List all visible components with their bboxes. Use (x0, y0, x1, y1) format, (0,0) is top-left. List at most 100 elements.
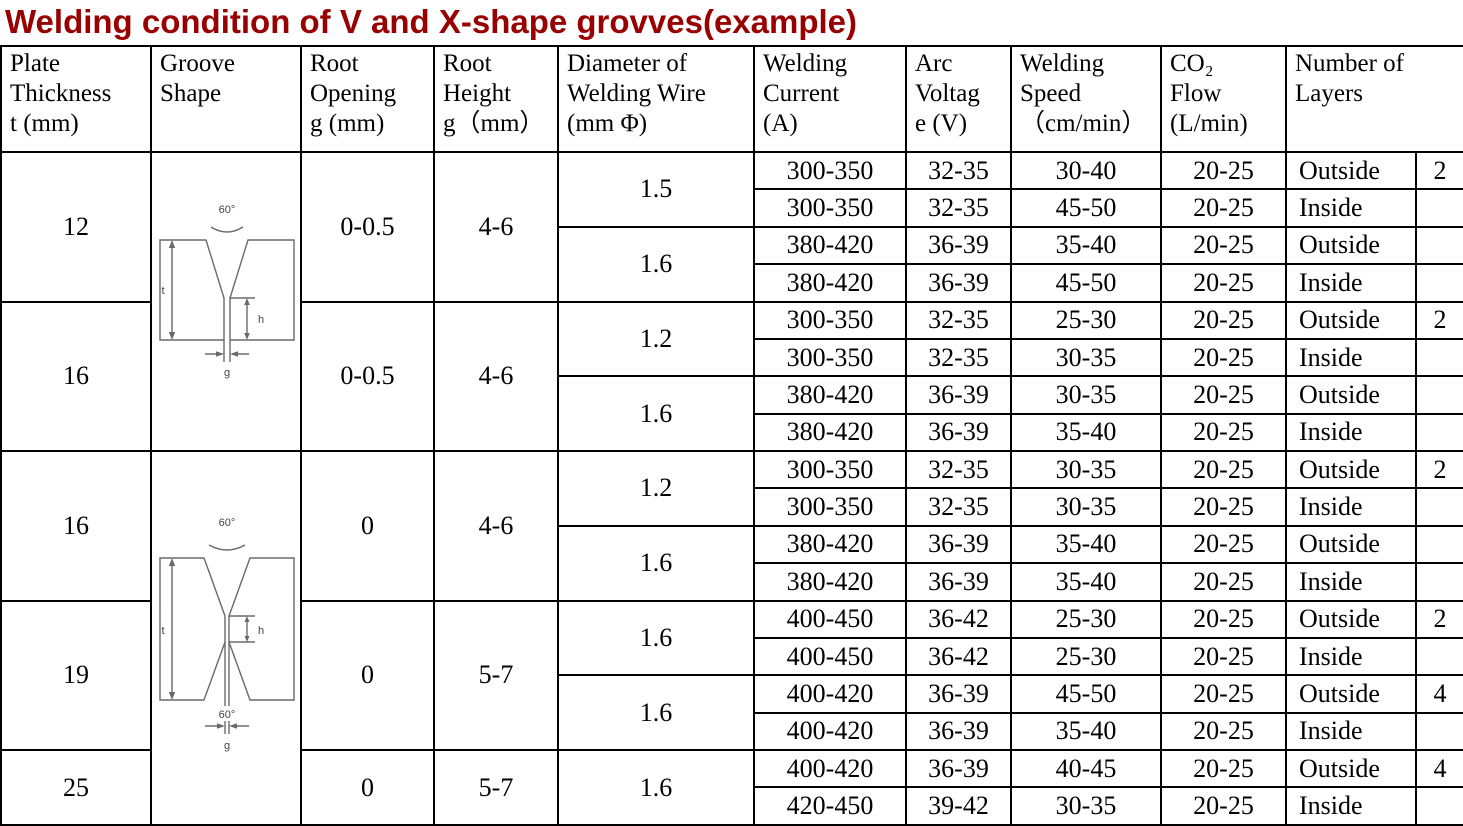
cell-layer-count (1415, 375, 1463, 415)
cell-plate-thickness: 16 (0, 300, 152, 452)
cell-co2-flow: 20-25 (1160, 188, 1287, 228)
cell-layer-position: Inside (1285, 562, 1417, 602)
cell-layer-position: Inside (1285, 188, 1417, 228)
cell-co2-flow: 20-25 (1160, 562, 1287, 602)
cell-root-opening: 0 (300, 749, 435, 826)
cell-layer-count (1415, 188, 1463, 228)
cell-arc-voltage: 36-42 (905, 636, 1012, 677)
cell-layer-position: Outside (1285, 674, 1417, 714)
cell-co2-flow: 20-25 (1160, 412, 1287, 453)
cell-welding-speed: 25-30 (1010, 636, 1162, 677)
table-row: 300-350 32-35 45-50 20-25 Inside (1, 188, 1463, 228)
cell-layer-count: 2 (1415, 599, 1463, 639)
cell-welding-speed: 25-30 (1010, 300, 1162, 340)
cell-layer-position: Inside (1285, 636, 1417, 677)
cell-layer-count (1415, 562, 1463, 602)
cell-groove-shape-x: 60° t h 60° g (150, 450, 302, 826)
cell-layer-count: 4 (1415, 674, 1463, 714)
cell-arc-voltage: 36-39 (905, 412, 1012, 453)
table-row: 16 0-0.5 4-6 1.2 300-350 32-35 25-30 20-… (0, 300, 1463, 452)
cell-wire-diameter: 1.6 (557, 375, 755, 452)
cell-welding-speed: 35-40 (1010, 562, 1162, 602)
table-row: 1.6 380-420 36-39 35-40 20-25 Outside (1, 225, 1463, 303)
table-row: 380-420 36-39 35-40 20-25 Inside (1, 562, 1463, 602)
cell-welding-speed: 30-35 (1010, 786, 1162, 826)
cell-co2-flow: 20-25 (1160, 748, 1287, 789)
cell-welding-current: 380-420 (753, 263, 907, 303)
header-arc-voltage: Arc Voltag e (V) (905, 45, 1012, 153)
v-angle-label: 60° (219, 204, 236, 216)
table-row: 1.6 380-420 36-39 35-40 20-25 Outside (1, 524, 1463, 602)
header-co2-flow: CO₂ Flow (L/min) (1160, 45, 1287, 153)
header-root-height: Root Height g（mm） (433, 45, 559, 153)
cell-layer-count (1415, 263, 1463, 303)
cell-layer-position: Outside (1285, 375, 1417, 415)
cell-co2-flow: 20-25 (1160, 487, 1287, 527)
cell-co2-flow: 20-25 (1160, 263, 1287, 303)
cell-co2-flow: 20-25 (1160, 524, 1287, 565)
table-row: 380-420 36-39 35-40 20-25 Inside (1, 412, 1463, 453)
cell-wire-diameter: 1.5 (557, 151, 755, 228)
cell-layer-count (1415, 412, 1463, 453)
header-root-opening: Root Opening g (mm) (300, 45, 435, 153)
cell-layer-count: 2 (1415, 150, 1463, 191)
cell-arc-voltage: 36-39 (905, 263, 1012, 303)
cell-welding-speed: 30-35 (1010, 449, 1162, 490)
cell-welding-current: 400-420 (753, 748, 907, 789)
cell-welding-current: 400-450 (753, 636, 907, 677)
welding-table: Plate Thickness t (mm) Groove Shape Root… (0, 45, 1463, 826)
cell-plate-thickness: 16 (0, 450, 152, 602)
cell-arc-voltage: 32-35 (905, 487, 1012, 527)
cell-welding-current: 380-420 (753, 412, 907, 453)
cell-root-height: 5-7 (433, 749, 559, 826)
cell-welding-speed: 30-40 (1010, 150, 1162, 191)
v-root-height-label: h (258, 314, 264, 326)
cell-wire-diameter: 1.6 (557, 599, 755, 677)
cell-arc-voltage: 32-35 (905, 188, 1012, 228)
cell-groove-shape-v: 60° t h g (150, 151, 302, 452)
table-row: 19 0 5-7 1.6 400-450 36-42 25-30 20-25 O… (0, 599, 1463, 751)
cell-root-height: 4-6 (433, 300, 559, 452)
table-row: 1.6 380-420 36-39 30-35 20-25 Outside (1, 375, 1463, 452)
cell-arc-voltage: 36-42 (905, 599, 1012, 639)
cell-welding-current: 400-420 (753, 674, 907, 714)
cell-welding-speed: 30-35 (1010, 375, 1162, 415)
table-row: 380-420 36-39 45-50 20-25 Inside (1, 263, 1463, 303)
cell-root-height: 5-7 (433, 599, 559, 751)
cell-layer-count (1415, 786, 1463, 826)
cell-arc-voltage: 36-39 (905, 524, 1012, 565)
cell-co2-flow: 20-25 (1160, 786, 1287, 826)
x-angle-bottom-label: 60° (219, 709, 236, 721)
header-number-of-layers: Number of Layers (1285, 45, 1463, 153)
table-row: 1.6 400-420 36-39 45-50 20-25 Outside 4 (1, 674, 1463, 751)
cell-plate-thickness: 19 (0, 599, 152, 751)
cell-plate-thickness: 12 (0, 151, 152, 303)
table-header: Plate Thickness t (mm) Groove Shape Root… (0, 45, 1463, 153)
cell-welding-current: 300-350 (753, 150, 907, 191)
cell-wire-diameter: 1.6 (557, 524, 755, 602)
cell-welding-speed: 40-45 (1010, 748, 1162, 789)
v-groove-diagram: 60° t h g (159, 204, 295, 379)
page-title: Welding condition of V and X-shape grovv… (5, 3, 858, 40)
cell-welding-current: 380-420 (753, 225, 907, 266)
cell-layer-count (1415, 711, 1463, 752)
cell-arc-voltage: 39-42 (905, 786, 1012, 826)
cell-layer-position: Outside (1285, 748, 1417, 789)
cell-welding-speed: 35-40 (1010, 524, 1162, 565)
v-gap-label: g (224, 367, 230, 379)
cell-welding-current: 400-450 (753, 599, 907, 639)
cell-welding-speed: 35-40 (1010, 711, 1162, 752)
cell-wire-diameter: 1.6 (557, 225, 755, 303)
cell-layer-position: Inside (1285, 487, 1417, 527)
cell-layer-position: Outside (1285, 599, 1417, 639)
cell-layer-position: Outside (1285, 225, 1417, 266)
cell-arc-voltage: 32-35 (905, 300, 1012, 340)
cell-welding-current: 300-350 (753, 337, 907, 378)
cell-co2-flow: 20-25 (1160, 150, 1287, 191)
cell-layer-position: Outside (1285, 524, 1417, 565)
cell-wire-diameter: 1.6 (557, 674, 755, 751)
cell-arc-voltage: 36-39 (905, 225, 1012, 266)
cell-layer-position: Inside (1285, 711, 1417, 752)
table-row: 300-350 32-35 30-35 20-25 Inside (1, 487, 1463, 527)
cell-layer-count: 4 (1415, 748, 1463, 789)
